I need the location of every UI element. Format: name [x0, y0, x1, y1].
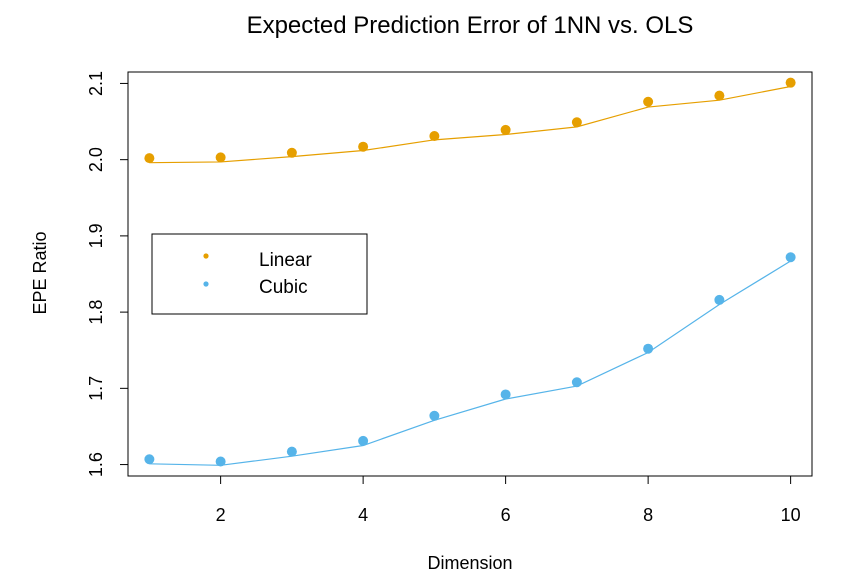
- plot-area: 2 4 6 8 10 1.6 1.7 1.8 1.9 2.0 2.1: [86, 71, 813, 525]
- y-tick-label: 1.8: [86, 300, 106, 325]
- data-point-linear: [429, 131, 440, 142]
- legend-box: [151, 233, 368, 315]
- data-point-cubic: [714, 294, 725, 305]
- x-tick-label: 10: [781, 505, 801, 525]
- x-axis-label: Dimension: [427, 553, 512, 573]
- x-tick-label: 4: [358, 505, 368, 525]
- data-point-linear: [714, 90, 725, 101]
- x-tick-label: 2: [216, 505, 226, 525]
- data-point-linear: [286, 147, 297, 158]
- y-tick-label: 1.7: [86, 376, 106, 401]
- data-point-linear: [500, 124, 511, 135]
- y-axis-label: EPE Ratio: [30, 231, 50, 314]
- data-point-linear: [571, 117, 582, 128]
- y-tick-label: 2.1: [86, 71, 106, 96]
- data-point-linear: [144, 153, 155, 164]
- data-point-linear: [358, 141, 369, 152]
- fit-line-cubic: [149, 260, 791, 466]
- y-tick-label: 1.9: [86, 223, 106, 248]
- legend: Linear Cubic: [151, 233, 368, 315]
- chart-title: Expected Prediction Error of 1NN vs. OLS: [247, 12, 694, 39]
- y-tick-label: 1.6: [86, 452, 106, 477]
- plot-frame: [127, 71, 813, 477]
- data-point-cubic: [785, 252, 796, 263]
- data-point-cubic: [571, 377, 582, 388]
- data-point-cubic: [429, 410, 440, 421]
- legend-label-cubic: Cubic: [259, 277, 308, 298]
- data-point-linear: [785, 77, 796, 88]
- data-point-cubic: [358, 435, 369, 446]
- y-tick-label: 2.0: [86, 147, 106, 172]
- data-point-cubic: [144, 454, 155, 465]
- x-tick-label: 6: [501, 505, 511, 525]
- x-tick-label: 8: [643, 505, 653, 525]
- data-point-linear: [215, 152, 226, 163]
- data-point-cubic: [215, 456, 226, 467]
- data-point-linear: [643, 96, 654, 107]
- legend-marker-cubic: [203, 281, 209, 287]
- data-point-cubic: [286, 446, 297, 457]
- data-point-cubic: [643, 343, 654, 354]
- fit-line-linear: [149, 85, 791, 164]
- legend-label-linear: Linear: [259, 250, 312, 271]
- data-point-cubic: [500, 389, 511, 400]
- legend-marker-linear: [203, 253, 209, 259]
